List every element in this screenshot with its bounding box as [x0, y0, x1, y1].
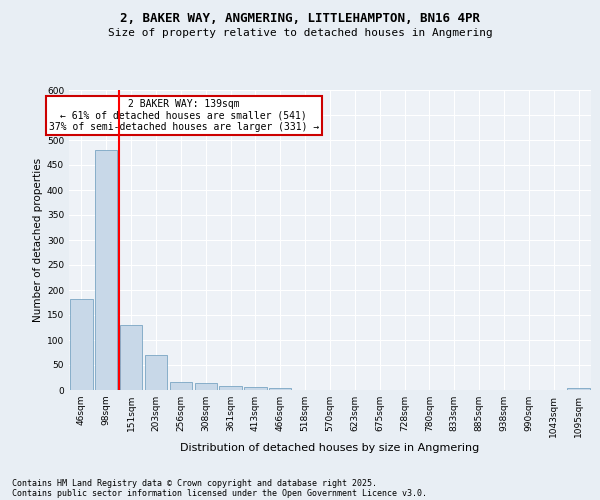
Text: Size of property relative to detached houses in Angmering: Size of property relative to detached ho… — [107, 28, 493, 38]
Text: Contains HM Land Registry data © Crown copyright and database right 2025.: Contains HM Land Registry data © Crown c… — [12, 478, 377, 488]
Text: Contains public sector information licensed under the Open Government Licence v3: Contains public sector information licen… — [12, 488, 427, 498]
X-axis label: Distribution of detached houses by size in Angmering: Distribution of detached houses by size … — [181, 442, 479, 452]
Bar — [70, 298, 92, 390]
Bar — [244, 387, 266, 390]
Y-axis label: Number of detached properties: Number of detached properties — [33, 158, 43, 322]
Bar — [145, 355, 167, 390]
Bar — [95, 150, 118, 390]
Bar — [194, 382, 217, 390]
Bar — [170, 382, 192, 390]
Text: 2, BAKER WAY, ANGMERING, LITTLEHAMPTON, BN16 4PR: 2, BAKER WAY, ANGMERING, LITTLEHAMPTON, … — [120, 12, 480, 26]
Bar — [568, 388, 590, 390]
Bar — [220, 386, 242, 390]
Bar — [269, 388, 292, 390]
Text: 2 BAKER WAY: 139sqm
← 61% of detached houses are smaller (541)
37% of semi-detac: 2 BAKER WAY: 139sqm ← 61% of detached ho… — [49, 99, 319, 132]
Bar — [120, 325, 142, 390]
